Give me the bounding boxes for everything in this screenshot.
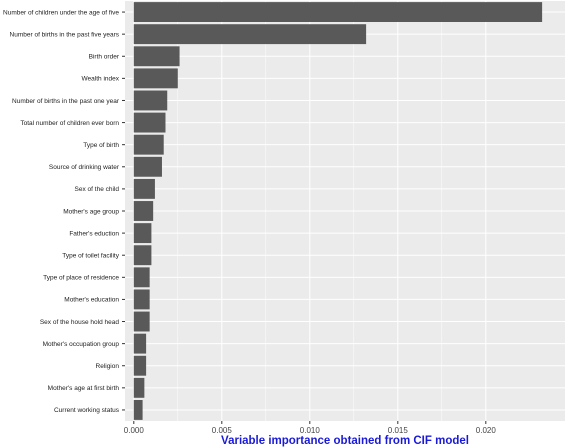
bar <box>133 156 162 177</box>
bar <box>133 400 143 420</box>
category-label: Number of births in the past one year <box>12 98 120 105</box>
x-tick-label: 0.010 <box>300 426 321 435</box>
bar <box>133 68 178 89</box>
category-label: Mother's age group <box>63 208 119 215</box>
category-label: Number of children under the age of five <box>3 9 119 16</box>
category-label: Source of drinking water <box>49 164 120 171</box>
category-label: Wealth index <box>82 76 120 83</box>
category-label: Mother's age at first birth <box>48 385 120 392</box>
bar <box>133 46 180 67</box>
category-label: Current working status <box>54 407 120 414</box>
bar <box>133 267 150 288</box>
bar <box>133 377 145 398</box>
category-label: Type of toilet facility <box>62 253 119 260</box>
bar <box>133 311 150 332</box>
category-label: Birth order <box>89 54 120 61</box>
category-labels: Number of children under the age of five… <box>3 9 125 414</box>
category-label: Religion <box>96 363 120 370</box>
category-label: Type of place of residence <box>43 275 119 282</box>
category-label: Mother's occupation group <box>43 341 120 348</box>
bar <box>133 24 367 45</box>
bar <box>133 355 147 376</box>
x-tick-label: 0.005 <box>212 426 233 435</box>
category-label: Sex of the child <box>75 186 120 193</box>
bars <box>133 2 543 420</box>
category-label: Total number of children ever born <box>20 120 119 127</box>
category-label: Father's eduction <box>69 230 119 237</box>
bar <box>133 333 147 354</box>
bar <box>133 112 166 133</box>
bar <box>133 223 152 244</box>
category-label: Type of birth <box>83 142 119 149</box>
x-axis-title: Variable importance obtained from CIF mo… <box>221 435 469 447</box>
bar <box>133 2 543 23</box>
x-tick-label: 0.020 <box>476 426 497 435</box>
bar <box>133 245 152 266</box>
bar <box>133 90 168 111</box>
bar <box>133 201 154 221</box>
category-label: Mother's education <box>64 297 119 304</box>
x-axis-ticks: 0.000 0.005 0.010 0.015 0.020 <box>124 421 497 435</box>
x-tick-label: 0.000 <box>124 426 145 435</box>
bar <box>133 289 150 310</box>
bar <box>133 134 164 155</box>
bar <box>133 178 155 199</box>
category-label: Number of births in the past five years <box>10 31 120 38</box>
category-label: Sex of the house hold head <box>40 319 120 326</box>
x-tick-label: 0.015 <box>388 426 409 435</box>
